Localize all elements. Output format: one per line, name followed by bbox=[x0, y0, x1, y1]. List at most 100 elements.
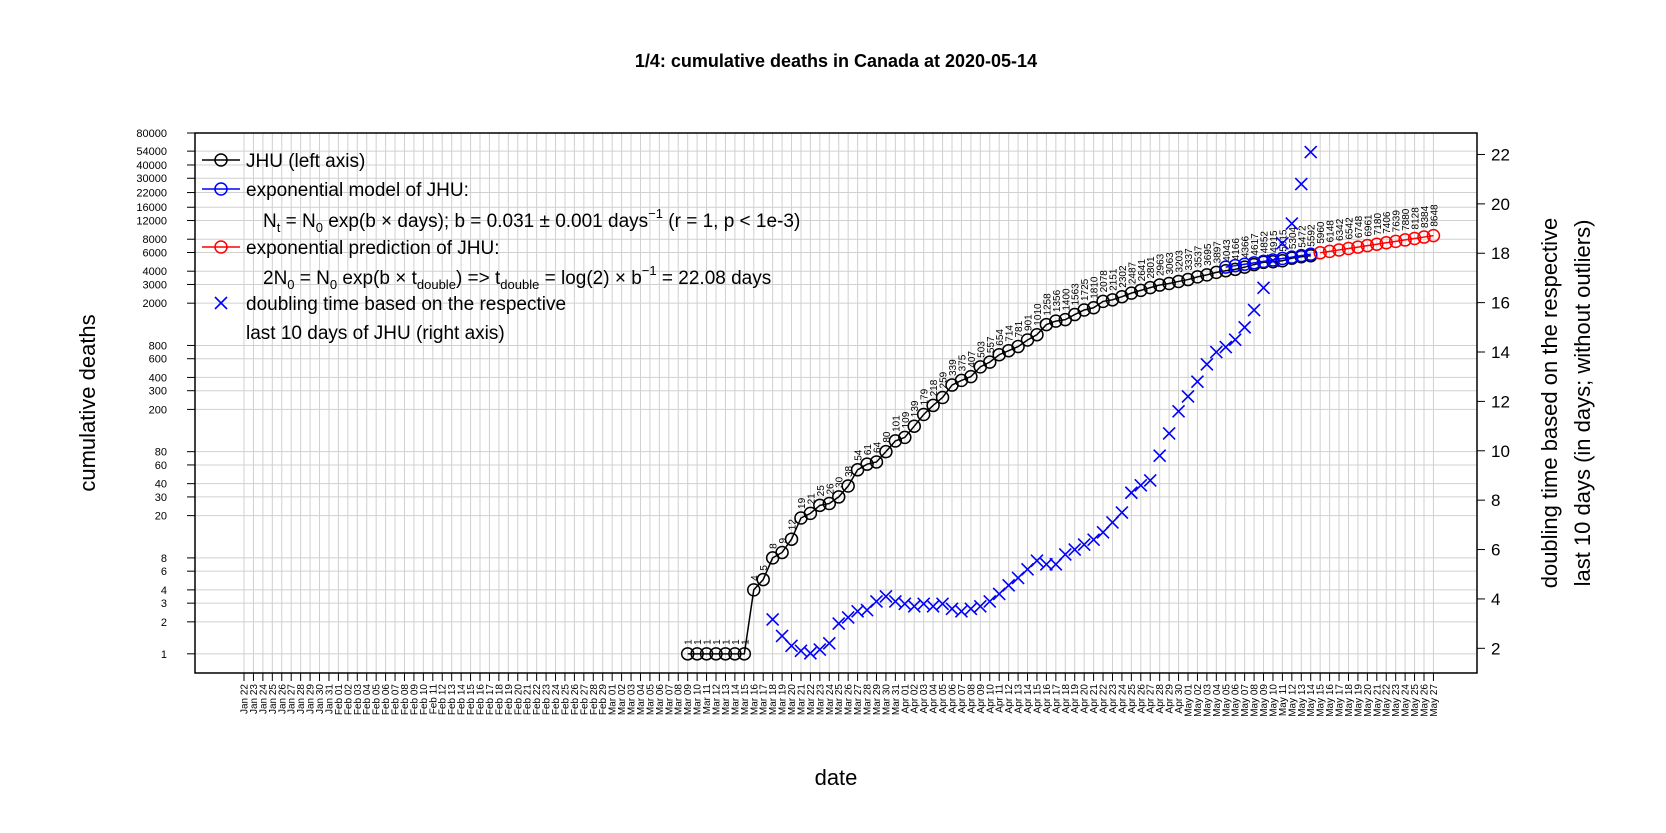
point bbox=[690, 647, 704, 661]
point bbox=[1388, 234, 1403, 249]
point bbox=[1058, 547, 1072, 562]
data-label: 781 bbox=[1014, 320, 1025, 337]
formula-part: N bbox=[263, 211, 277, 232]
data-label: 64 bbox=[872, 441, 883, 453]
x-tick-label: Apr 19 bbox=[1070, 684, 1081, 714]
data-label: 12 bbox=[788, 519, 799, 531]
point bbox=[822, 636, 836, 650]
point bbox=[1134, 478, 1148, 492]
data-label: 139 bbox=[910, 400, 921, 417]
x-tick-label: Feb 26 bbox=[570, 684, 581, 716]
y2-tick-label: 2 bbox=[1491, 639, 1500, 658]
formula-sup: −1 bbox=[648, 206, 663, 221]
formula-part: = 22.08 days bbox=[657, 268, 772, 289]
x-tick-label: May 04 bbox=[1212, 684, 1223, 717]
y-tick-label: 6 bbox=[161, 566, 167, 578]
point bbox=[1124, 286, 1139, 300]
x-tick-label: Feb 11 bbox=[428, 684, 439, 715]
x-tick-label: Apr 15 bbox=[1032, 684, 1043, 714]
x-tick-label: Apr 17 bbox=[1051, 684, 1062, 714]
data-label: 5592 bbox=[1307, 224, 1318, 247]
data-label: 61 bbox=[863, 444, 874, 456]
x-tick-label: Mar 06 bbox=[655, 684, 666, 716]
point bbox=[964, 369, 978, 384]
point bbox=[879, 589, 893, 604]
data-label: 8128 bbox=[1411, 207, 1422, 230]
plot-frame bbox=[194, 132, 1478, 674]
x-tick-label: Feb 07 bbox=[391, 684, 402, 716]
marks: 1111111458912192125263038546164801011091… bbox=[680, 145, 1440, 661]
data-label: 6342 bbox=[1335, 218, 1346, 241]
y-tick-label: 30000 bbox=[136, 173, 167, 185]
point bbox=[1190, 375, 1205, 389]
data-label: 21 bbox=[806, 493, 817, 505]
data-label: 1 bbox=[703, 639, 714, 645]
point bbox=[1049, 314, 1063, 328]
x-tick-label: Apr 05 bbox=[938, 684, 949, 714]
data-label: 5472 bbox=[1297, 225, 1308, 248]
legend-label: last 10 days of JHU (right axis) bbox=[246, 323, 505, 344]
formula-part: 2N bbox=[263, 268, 287, 289]
y-tick-label: 6000 bbox=[143, 247, 167, 259]
data-label: 4 bbox=[750, 575, 761, 581]
y2-tick-label: 10 bbox=[1491, 442, 1510, 461]
data-label: 5960 bbox=[1316, 221, 1327, 244]
point bbox=[898, 430, 912, 445]
y-tick-label: 4 bbox=[161, 585, 167, 597]
x-tick-label: Feb 10 bbox=[419, 684, 430, 716]
x-tick-label: May 15 bbox=[1316, 684, 1327, 717]
point bbox=[1190, 270, 1205, 284]
chart-title: 1/4: cumulative deaths in Canada at 2020… bbox=[635, 51, 1037, 71]
point bbox=[1294, 248, 1309, 263]
formula-part: exp(b × days); b = 0.031 ± 0.001 days bbox=[323, 211, 648, 232]
data-label: 3063 bbox=[1165, 252, 1176, 275]
data-label: 3203 bbox=[1175, 250, 1186, 273]
legend-label: doubling time based on the respective bbox=[246, 294, 566, 315]
formula-sub: t bbox=[277, 220, 281, 235]
data-label: 6961 bbox=[1363, 214, 1374, 237]
point bbox=[1002, 578, 1016, 592]
data-label: 1356 bbox=[1052, 289, 1063, 312]
series-line bbox=[1225, 253, 1311, 268]
x-tick-label: Mar 22 bbox=[806, 684, 817, 716]
x-tick-label: Apr 08 bbox=[966, 684, 977, 714]
x-tick-label: Apr 30 bbox=[1174, 684, 1185, 714]
x-tick-label: Feb 03 bbox=[353, 684, 364, 716]
x-tick-label: Mar 01 bbox=[608, 684, 619, 716]
y-tick-label: 2 bbox=[161, 617, 167, 629]
point bbox=[832, 617, 846, 631]
x-tick-label: Apr 24 bbox=[1117, 684, 1128, 714]
x-tick-label: Feb 15 bbox=[466, 684, 477, 716]
data-label: 80 bbox=[882, 431, 893, 443]
x-tick-label: May 24 bbox=[1401, 684, 1412, 717]
x-tick-label: Mar 16 bbox=[749, 684, 760, 716]
x-tick-label: Feb 25 bbox=[560, 684, 571, 716]
point bbox=[813, 642, 827, 657]
data-label: 8 bbox=[769, 543, 780, 549]
point bbox=[1266, 254, 1280, 268]
x-tick-label: Apr 06 bbox=[948, 684, 959, 714]
y-tick-label: 2000 bbox=[143, 298, 167, 310]
y-tick-label: 40000 bbox=[136, 160, 167, 172]
legend-marker bbox=[214, 182, 228, 196]
formula-sub: 0 bbox=[316, 220, 323, 235]
x-tick-label: Mar 28 bbox=[863, 684, 874, 716]
point bbox=[813, 498, 827, 513]
point bbox=[1285, 250, 1299, 264]
point bbox=[1143, 280, 1157, 295]
x-tick-label: Jan 23 bbox=[249, 684, 260, 714]
x-tick-label: Apr 11 bbox=[995, 684, 1006, 713]
formula-part: exp(b × t bbox=[337, 268, 417, 289]
x-tick-label: May 03 bbox=[1202, 684, 1213, 717]
x-tick-label: Apr 21 bbox=[1089, 684, 1100, 714]
x-tick-label: Mar 02 bbox=[617, 684, 628, 716]
x-tick-label: Jan 31 bbox=[324, 684, 335, 714]
data-label: 4915 bbox=[1269, 230, 1280, 253]
data-label: 4366 bbox=[1241, 235, 1252, 258]
legend-marker bbox=[214, 240, 228, 254]
x-tick-label: Feb 02 bbox=[343, 684, 354, 716]
point bbox=[1030, 327, 1044, 342]
x-tick-label: Apr 01 bbox=[900, 684, 911, 714]
point bbox=[680, 647, 695, 661]
point bbox=[1209, 345, 1223, 359]
